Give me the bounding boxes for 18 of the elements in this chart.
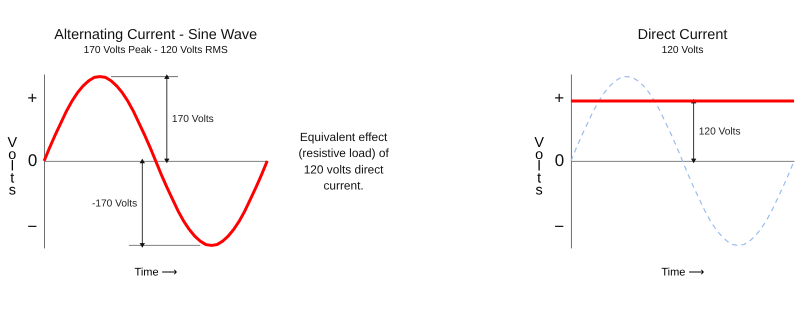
text: −: [554, 217, 564, 236]
annotation: -170 Volts: [92, 198, 138, 210]
text: +: [554, 88, 564, 108]
chart-subtitle: 120 Volts: [662, 44, 704, 56]
text: −: [27, 217, 38, 236]
text: 0: [554, 151, 564, 170]
y-axis-title: Volts: [534, 134, 544, 198]
chart-subtitle: 170 Volts Peak - 120 Volts RMS: [84, 44, 228, 56]
annotation: 120 Volts: [698, 126, 741, 138]
text: 0: [28, 151, 38, 170]
chart-title: Direct Current: [638, 27, 728, 44]
annotation: 170 Volts: [172, 114, 214, 126]
chart-title: Alternating Current - Sine Wave: [54, 27, 258, 44]
y-axis-title: Volts: [7, 134, 18, 198]
text: +: [27, 88, 38, 108]
x-axis-title: Time ⟶: [134, 266, 178, 279]
x-axis-title: Time ⟶: [661, 266, 704, 279]
text: Equivalent effect (resistive load) of 120 volts direct current.: [298, 130, 390, 192]
